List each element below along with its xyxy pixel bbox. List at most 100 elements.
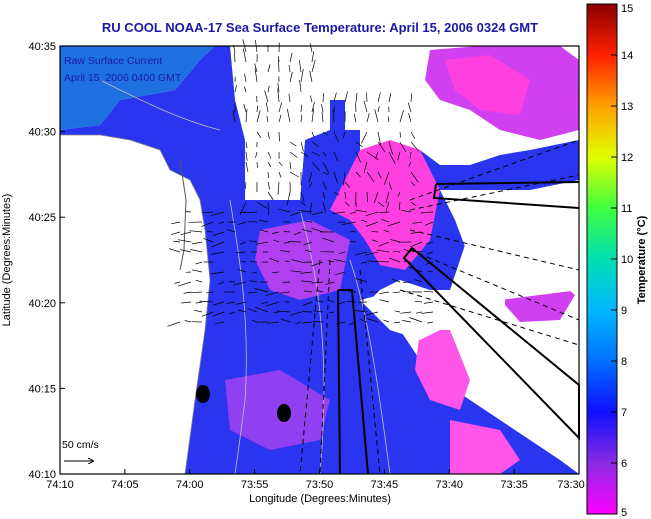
current-vector — [247, 308, 258, 313]
current-vector — [202, 211, 214, 214]
current-vector — [229, 311, 236, 315]
current-vector — [191, 269, 203, 273]
current-vector — [195, 261, 203, 265]
current-vector — [254, 63, 258, 73]
current-vector — [379, 291, 390, 295]
current-vector — [333, 151, 339, 162]
current-vector — [327, 299, 335, 303]
current-vector — [288, 93, 291, 103]
current-vector — [385, 191, 390, 204]
current-vector — [289, 171, 299, 178]
current-vector — [401, 210, 412, 213]
current-vector — [344, 201, 350, 207]
current-vector — [300, 271, 313, 274]
current-vector — [394, 321, 401, 324]
current-vector — [377, 92, 381, 103]
current-vector — [311, 59, 316, 73]
current-vector — [342, 131, 346, 139]
current-vector — [427, 321, 434, 324]
x-tick-label: 73:45 — [371, 479, 399, 491]
current-vector — [305, 221, 313, 223]
current-vector — [363, 100, 368, 113]
colorbar-tick-label: 15 — [621, 3, 633, 15]
current-vector — [394, 310, 401, 313]
current-vector — [414, 300, 423, 303]
current-vector — [256, 131, 262, 139]
current-vector — [332, 109, 335, 123]
y-tick-label: 40:20 — [28, 298, 56, 310]
current-vector — [311, 161, 320, 171]
current-vector — [355, 141, 363, 148]
current-vector — [248, 291, 258, 294]
current-vector — [383, 229, 390, 233]
map-title: RU COOL NOAA-17 Sea Surface Temperature:… — [101, 20, 539, 35]
x-axis: 74:10 74:05 74:00 73:55 73:50 73:45 73:40 73:35… — [46, 469, 585, 491]
current-vector — [236, 301, 247, 305]
station-dot — [277, 404, 291, 422]
current-vector — [298, 210, 313, 213]
current-vector — [189, 230, 203, 233]
current-vector — [366, 92, 368, 103]
colorbar-tick-label: 10 — [621, 254, 633, 266]
current-vector — [373, 191, 379, 204]
current-vector — [218, 221, 225, 224]
x-tick-label: 73:55 — [241, 479, 269, 491]
current-vector — [311, 51, 315, 63]
current-vector — [409, 151, 412, 159]
current-vector — [322, 151, 327, 157]
current-vector — [397, 151, 401, 161]
current-vector — [309, 43, 313, 53]
current-vector — [254, 288, 269, 293]
current-vector — [327, 260, 335, 263]
current-vector — [421, 311, 434, 314]
current-vector — [322, 171, 329, 176]
current-vector — [226, 229, 236, 233]
current-vector — [407, 102, 412, 113]
current-vector — [283, 231, 291, 233]
current-vector — [295, 321, 302, 325]
current-vector — [390, 239, 401, 243]
current-vector — [316, 300, 324, 303]
current-vector — [403, 281, 412, 283]
current-vector — [385, 201, 390, 212]
current-vector — [423, 290, 434, 293]
current-vector — [259, 229, 269, 233]
current-vector — [266, 115, 269, 123]
current-vector — [366, 318, 379, 323]
colorbar-tick-label: 14 — [621, 50, 633, 62]
current-vector — [272, 231, 280, 234]
current-vector — [381, 218, 390, 223]
current-vector — [183, 291, 192, 294]
current-vector — [278, 102, 282, 113]
current-vector — [410, 93, 413, 103]
current-vector — [206, 291, 214, 294]
current-vector — [410, 171, 419, 183]
y-axis: 40:35 40:30 40:25 40:20 40:15 40:10 — [28, 41, 65, 481]
current-vector — [212, 231, 225, 236]
current-vector — [251, 271, 258, 274]
current-vector — [300, 191, 305, 203]
current-vector — [244, 181, 247, 189]
current-vector — [256, 110, 261, 123]
current-vector — [350, 241, 357, 243]
current-vector — [338, 301, 346, 305]
current-vector — [388, 141, 394, 155]
current-vector — [267, 201, 270, 216]
current-vector — [329, 311, 335, 314]
current-vector — [167, 321, 181, 327]
current-vector — [410, 141, 420, 152]
current-vector — [206, 231, 214, 233]
current-vector — [261, 301, 269, 305]
current-vector — [377, 131, 382, 145]
scale-arrow-label: 50 cm/s — [62, 439, 99, 451]
current-vector — [202, 311, 214, 317]
current-vector — [300, 151, 309, 157]
current-vector — [210, 251, 225, 255]
current-vector — [313, 310, 324, 313]
current-vector — [278, 131, 280, 142]
current-vector — [361, 131, 368, 144]
current-vector — [410, 181, 416, 187]
current-vector — [366, 191, 369, 203]
y-tick-label: 40:35 — [28, 41, 56, 53]
current-vector — [387, 116, 390, 123]
